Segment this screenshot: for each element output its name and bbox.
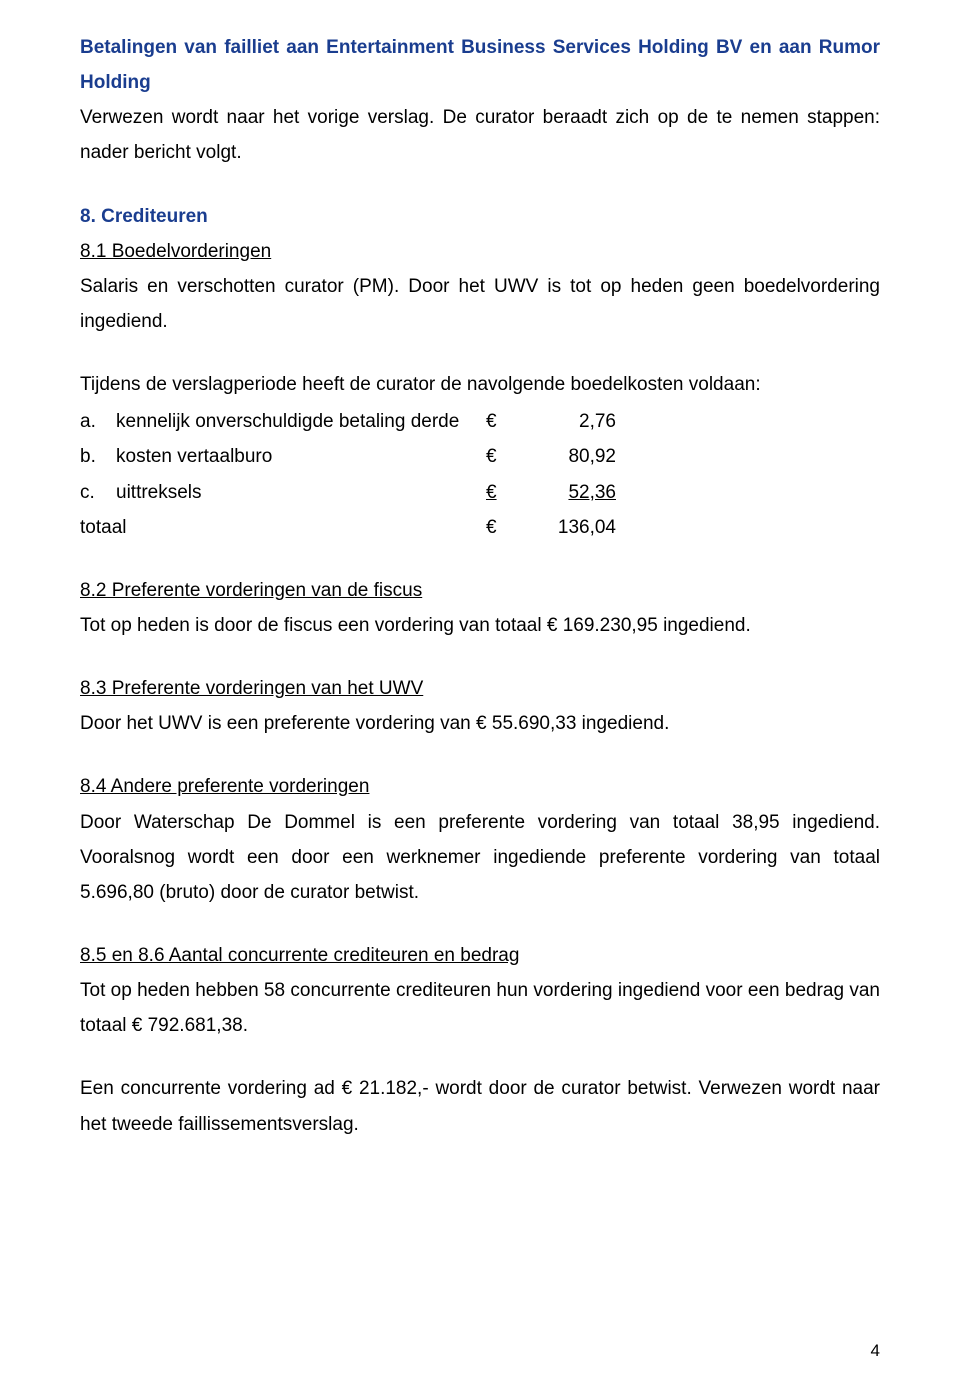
cost-label: a.: [80, 404, 116, 439]
section-8-5-6-text: Tot op heden hebben 58 concurrente credi…: [80, 973, 880, 1043]
document-page: Betalingen van failliet aan Entertainmen…: [0, 0, 960, 1386]
cost-value: 136,04: [526, 510, 616, 545]
cost-currency: €: [486, 439, 526, 474]
cost-name: uittreksels: [116, 475, 486, 510]
section-8-1-list-intro: Tijdens de verslagperiode heeft de curat…: [80, 367, 880, 402]
cost-value: 80,92: [526, 439, 616, 474]
cost-currency: €: [486, 510, 526, 545]
cost-row-total: totaal € 136,04: [80, 510, 880, 545]
cost-row: b. kosten vertaalburo € 80,92: [80, 439, 880, 474]
section-8-2-title: 8.2 Preferente vorderingen van de fiscus: [80, 573, 880, 608]
section-8-1-title: 8.1 Boedelvorderingen: [80, 234, 880, 269]
section-8-2-text: Tot op heden is door de fiscus een vorde…: [80, 608, 880, 643]
cost-table: a. kennelijk onverschuldigde betaling de…: [80, 404, 880, 545]
cost-name: totaal: [80, 510, 486, 545]
page-number: 4: [871, 1335, 880, 1366]
cost-name: kosten vertaalburo: [116, 439, 486, 474]
cost-value: 2,76: [526, 404, 616, 439]
section-8-1-text: Salaris en verschotten curator (PM). Doo…: [80, 269, 880, 339]
cost-label: c.: [80, 475, 116, 510]
cost-value: 52,36: [526, 475, 616, 510]
section-heading: Betalingen van failliet aan Entertainmen…: [80, 30, 880, 100]
section-8-5-6-title: 8.5 en 8.6 Aantal concurrente crediteure…: [80, 938, 880, 973]
section-8-3-title: 8.3 Preferente vorderingen van het UWV: [80, 671, 880, 706]
section-8-4-text: Door Waterschap De Dommel is een prefere…: [80, 805, 880, 910]
cost-row: a. kennelijk onverschuldigde betaling de…: [80, 404, 880, 439]
section-8-3-text: Door het UWV is een preferente vordering…: [80, 706, 880, 741]
cost-row: c. uittreksels € 52,36: [80, 475, 880, 510]
cost-currency: €: [486, 404, 526, 439]
section-8-4-title: 8.4 Andere preferente vorderingen: [80, 769, 880, 804]
cost-label: b.: [80, 439, 116, 474]
cost-currency: €: [486, 475, 526, 510]
intro-paragraph: Verwezen wordt naar het vorige verslag. …: [80, 100, 880, 170]
closing-paragraph: Een concurrente vordering ad € 21.182,- …: [80, 1071, 880, 1141]
section-8-title: 8. Crediteuren: [80, 199, 880, 234]
cost-name: kennelijk onverschuldigde betaling derde: [116, 404, 486, 439]
